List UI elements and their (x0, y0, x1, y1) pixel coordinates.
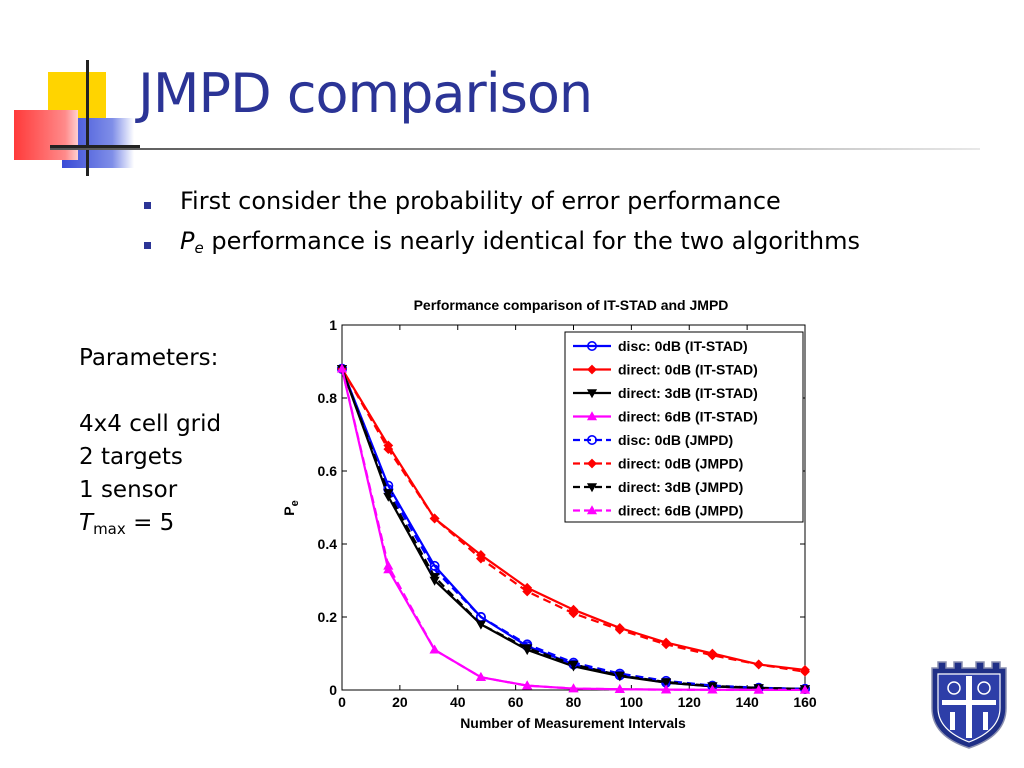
series-8 (336, 363, 811, 694)
data-point (522, 586, 533, 597)
y-tick-label: 1 (329, 317, 337, 333)
parameter-grid: 4x4 cell grid (79, 411, 222, 437)
data-point (661, 639, 672, 650)
data-point (799, 684, 811, 694)
tmax-subscript: max (93, 520, 126, 538)
pe-subscript: e (194, 239, 204, 257)
data-point (568, 608, 579, 619)
data-point (661, 684, 672, 694)
slide-title: JMPD comparison (138, 62, 593, 125)
performance-chart: Performance comparison of IT-STAD and JM… (281, 297, 817, 731)
x-tick-label: 140 (735, 694, 759, 710)
chart-title: Performance comparison of IT-STAD and JM… (414, 297, 729, 313)
x-tick-label: 100 (620, 694, 644, 710)
y-tick-label: 0.2 (318, 609, 338, 625)
axis-ticks: 0 20 40 60 80 100 120 140 160 0 0.2 0.4 0.6 0.8 1 (318, 317, 817, 710)
data-point (383, 489, 394, 499)
legend-label-1: disc: 0dB (IT-STAD) (618, 338, 748, 354)
chart-legend: disc: 0dB (IT-STAD) direct: 0dB (IT-STAD)… (564, 331, 804, 523)
data-point (707, 650, 718, 661)
parameters-heading: Parameters: (79, 345, 219, 371)
data-point (475, 620, 486, 630)
x-tick-label: 0 (338, 694, 346, 710)
data-point (475, 553, 486, 564)
legend-marker-3 (586, 389, 598, 399)
bullet-marker-1 (144, 202, 151, 209)
bullet-text-2: Pe performance is nearly identical for t… (180, 227, 860, 257)
data-point (614, 624, 625, 635)
data-point (383, 444, 394, 455)
y-axis-label: Pe (281, 500, 301, 515)
legend-marker-6 (587, 458, 597, 469)
legend-label-8: direct: 6dB (JMPD) (618, 503, 743, 519)
x-tick-label: 60 (508, 694, 524, 710)
data-point (707, 684, 718, 694)
deco-red-square (14, 110, 78, 160)
y-tick-label: 0.8 (318, 390, 338, 406)
series-layer (336, 363, 811, 695)
deco-vertical-line (86, 60, 89, 176)
x-tick-label: 160 (793, 694, 817, 710)
x-tick-label: 20 (392, 694, 408, 710)
bullet-text-1: First consider the probability of error … (180, 187, 781, 215)
x-tick-label: 40 (450, 694, 466, 710)
tmax-value: = 5 (133, 510, 175, 536)
parameter-tmax: Tmax = 5 (79, 507, 221, 546)
deco-horizontal-line (50, 145, 140, 148)
y-tick-label: 0.6 (318, 463, 338, 479)
legend-label-3: direct: 3dB (IT-STAD) (618, 385, 758, 401)
data-point (753, 659, 764, 670)
data-point (429, 513, 440, 524)
legend-label-7: direct: 3dB (JMPD) (618, 479, 743, 495)
data-point (383, 560, 394, 570)
series-7 (336, 365, 811, 695)
legend-marker-4 (586, 411, 598, 421)
legend-label-2: direct: 0dB (IT-STAD) (618, 362, 758, 378)
x-tick-label: 120 (678, 694, 702, 710)
data-point (522, 644, 533, 654)
legend-label-5: disc: 0dB (JMPD) (618, 432, 733, 448)
data-point (753, 684, 764, 694)
bullet-text-2-body: performance is nearly identical for the … (211, 227, 861, 255)
title-divider (50, 148, 980, 150)
data-point (475, 672, 486, 681)
data-point (336, 363, 348, 373)
university-shield-crest-icon (931, 661, 1007, 749)
data-point (661, 678, 672, 688)
parameters-block: Parameters: 4x4 cell grid 2 targets 1 se… (79, 342, 221, 546)
legend-marker-7 (586, 483, 598, 493)
pe-symbol: P (180, 227, 195, 255)
data-point (429, 644, 440, 654)
data-point (522, 680, 533, 690)
tmax-symbol: T (79, 510, 94, 536)
data-point (568, 683, 579, 693)
legend-label-4: direct: 6dB (IT-STAD) (618, 409, 758, 425)
legend-box (564, 331, 804, 523)
y-axis-label-symbol: P (281, 506, 297, 515)
bullet-marker-2 (144, 242, 151, 249)
data-point (568, 660, 579, 670)
legend-marker-1 (586, 340, 597, 351)
data-point (800, 666, 810, 677)
legend-label-6: direct: 0dB (JMPD) (618, 456, 743, 472)
data-point (614, 671, 625, 681)
y-tick-label: 0 (329, 682, 337, 698)
y-axis-label-subscript: e (289, 500, 301, 506)
parameter-sensor: 1 sensor (79, 477, 178, 503)
data-point (614, 684, 625, 693)
parameter-targets: 2 targets (79, 444, 183, 470)
legend-marker-5 (586, 435, 597, 446)
y-tick-label: 0.4 (318, 536, 338, 552)
legend-marker-8 (586, 505, 598, 515)
data-point (429, 573, 440, 583)
x-tick-label: 80 (566, 694, 582, 710)
x-axis-label: Number of Measurement Intervals (460, 715, 686, 731)
legend-marker-2 (587, 364, 597, 375)
